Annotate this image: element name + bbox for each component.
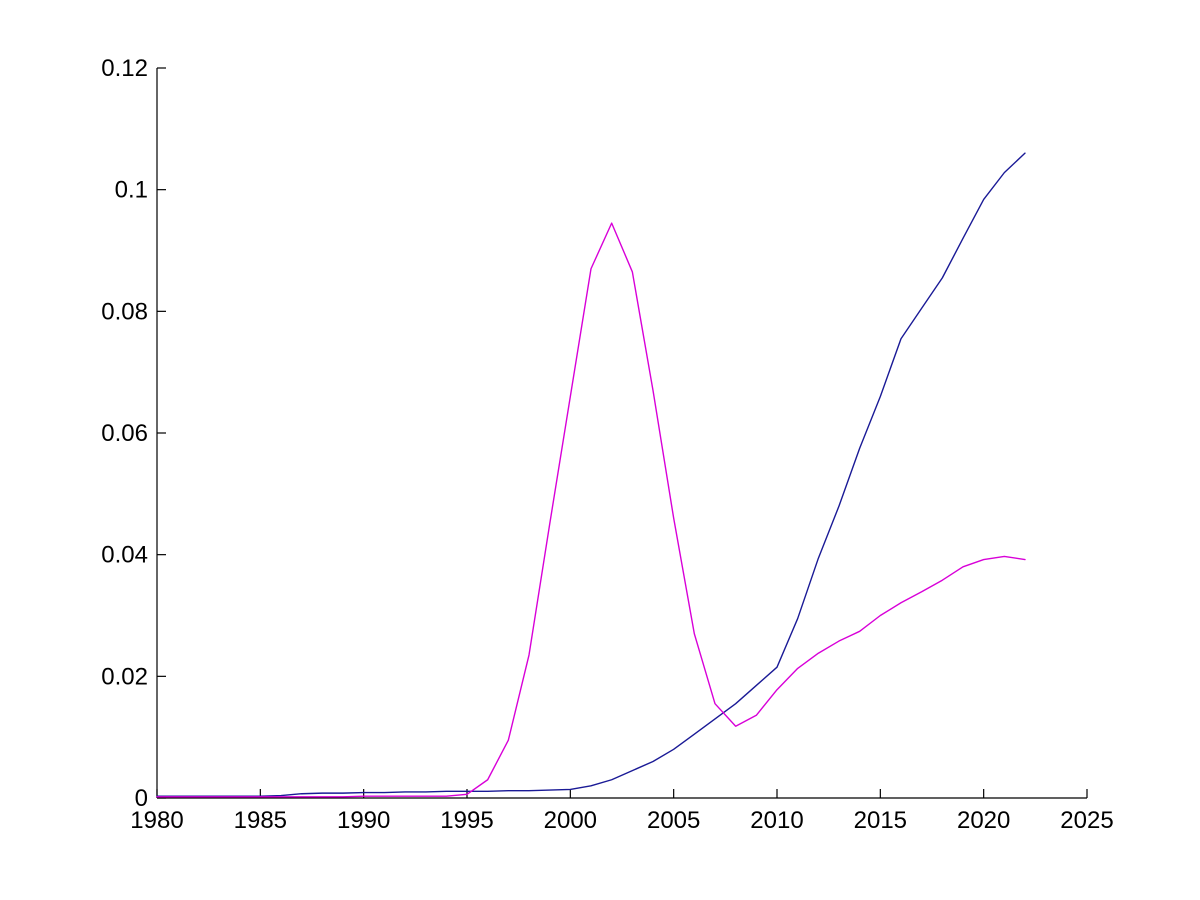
y-tick-label: 0.04 <box>101 542 148 569</box>
series-magenta-line <box>156 222 1026 798</box>
y-tick-label: 0.08 <box>101 298 148 325</box>
y-tick-label: 0 <box>135 785 148 812</box>
y-tick-label: 0.12 <box>101 55 148 82</box>
y-tick-label: 0.02 <box>101 663 148 690</box>
y-tick-label: 0.06 <box>101 420 148 447</box>
x-tick-label: 2015 <box>854 807 907 834</box>
x-tick-label: 1985 <box>234 807 287 834</box>
y-tick-label: 0.1 <box>115 177 148 204</box>
x-tick-label: 1995 <box>440 807 493 834</box>
series-dark-blue-line <box>156 152 1026 797</box>
x-tick-label: 2020 <box>957 807 1010 834</box>
x-tick-label: 1980 <box>130 807 183 834</box>
x-tick-label: 1990 <box>337 807 390 834</box>
x-tick-label: 2010 <box>750 807 803 834</box>
x-tick-label: 2000 <box>544 807 597 834</box>
x-tick-label: 2005 <box>647 807 700 834</box>
x-tick-label: 2025 <box>1060 807 1113 834</box>
